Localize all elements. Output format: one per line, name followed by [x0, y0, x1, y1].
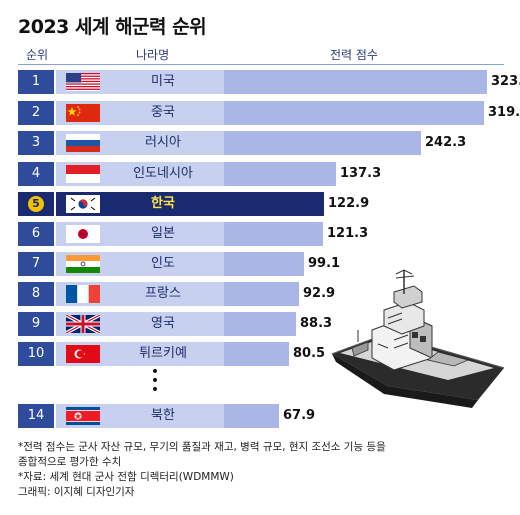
country-cell: 프랑스	[56, 282, 224, 306]
country-name: 러시아	[145, 135, 181, 150]
ranking-row: 4 인도네시아 137.3	[18, 162, 508, 186]
score-label: 121.3	[327, 226, 369, 241]
country-name: 인도	[151, 256, 175, 271]
country-cell: 중국	[56, 101, 224, 125]
rank-badge: 7	[18, 252, 54, 276]
score-label: 67.9	[283, 408, 316, 423]
country-name: 일본	[151, 226, 175, 241]
country-cell: 한국	[56, 192, 224, 216]
score-label: 92.9	[303, 286, 336, 301]
rank-badge: 6	[18, 222, 54, 246]
country-cell: 북한	[56, 404, 224, 428]
rank-number: 5	[28, 196, 44, 212]
score-bar	[224, 70, 487, 94]
score-label: 99.1	[308, 256, 341, 271]
china-flag-icon	[66, 104, 100, 122]
country-cell: 튀르키예	[56, 342, 224, 366]
country-cell: 러시아	[56, 131, 224, 155]
rank-badge: 1	[18, 70, 54, 94]
rank-badge: 10	[18, 342, 54, 366]
ranking-row: 2 중국 319.8	[18, 101, 520, 125]
score-bar	[224, 312, 296, 336]
rank-badge: 5	[18, 192, 54, 216]
footnote-credit: 그래픽: 이지혜 디자인기자	[18, 486, 135, 498]
uk-flag-icon	[66, 315, 100, 333]
ranking-row: 8 프랑스 92.9	[18, 282, 508, 306]
score-bar	[224, 282, 299, 306]
country-name: 북한	[151, 408, 175, 423]
north-korea-flag-icon	[66, 407, 100, 425]
country-name: 튀르키예	[139, 346, 187, 361]
score-bar	[224, 252, 304, 276]
score-label: 323.9	[491, 74, 520, 89]
ranking-row: 14 북한 67.9	[18, 404, 508, 428]
footnotes: *전력 점수는 군사 자산 규모, 무기의 품질과 재고, 병력 규모, 현지 …	[18, 440, 386, 500]
ranking-row: 6 일본 121.3	[18, 222, 508, 246]
score-label: 242.3	[425, 135, 467, 150]
country-name: 중국	[151, 105, 175, 120]
france-flag-icon	[66, 285, 100, 303]
ranking-row: 7 인도 99.1	[18, 252, 508, 276]
score-bar	[224, 162, 336, 186]
score-bar	[224, 342, 289, 366]
indonesia-flag-icon	[66, 165, 100, 183]
india-flag-icon	[66, 255, 100, 273]
header-rank: 순위	[26, 48, 49, 62]
country-cell: 미국	[56, 70, 224, 94]
header-country: 나라명	[136, 48, 170, 62]
country-cell: 인도네시아	[56, 162, 224, 186]
chart-title: 2023 세계 해군력 순위	[18, 16, 207, 38]
country-cell: 일본	[56, 222, 224, 246]
rank-badge: 9	[18, 312, 54, 336]
russia-flag-icon	[66, 134, 100, 152]
score-label: 88.3	[300, 316, 333, 331]
score-label: 122.9	[328, 196, 370, 211]
rank-badge: 4	[18, 162, 54, 186]
score-bar	[224, 404, 279, 428]
rank-badge: 8	[18, 282, 54, 306]
ranking-row: 9 영국 88.3	[18, 312, 508, 336]
rank-badge: 3	[18, 131, 54, 155]
ellipsis-dots: • • •	[150, 364, 160, 398]
score-label: 319.8	[488, 105, 520, 120]
score-bar	[224, 101, 484, 125]
us-flag-icon	[66, 73, 100, 91]
footnote-criteria: *전력 점수는 군사 자산 규모, 무기의 품질과 재고, 병력 규모, 현지 …	[18, 441, 386, 453]
ranking-row: 1 미국 323.9	[18, 70, 520, 94]
score-bar	[224, 222, 323, 246]
header-divider	[18, 64, 504, 65]
rank-badge: 14	[18, 404, 54, 428]
footnote-criteria-cont: 종합적으로 평가한 수치	[18, 456, 122, 468]
country-name: 한국	[151, 196, 175, 211]
country-name: 영국	[151, 316, 175, 331]
score-label: 80.5	[293, 346, 326, 361]
score-label: 137.3	[340, 166, 382, 181]
country-name: 미국	[151, 74, 175, 89]
turkey-flag-icon	[66, 345, 100, 363]
header-score: 전력 점수	[330, 48, 378, 62]
footnote-source: *자료: 세계 현대 군사 전함 디렉터리(WDMMW)	[18, 471, 234, 483]
country-name: 프랑스	[145, 286, 181, 301]
country-cell: 인도	[56, 252, 224, 276]
japan-flag-icon	[66, 225, 100, 243]
ranking-row: 5 한국 122.9	[18, 192, 508, 216]
ranking-row: 10 튀르키예 80.5	[18, 342, 508, 366]
ranking-row: 3 러시아 242.3	[18, 131, 508, 155]
country-cell: 영국	[56, 312, 224, 336]
rank-badge: 2	[18, 101, 54, 125]
score-bar	[224, 131, 421, 155]
korea-flag-icon	[66, 195, 100, 213]
ship-illustration	[331, 269, 505, 408]
country-name: 인도네시아	[133, 166, 193, 181]
score-bar	[224, 192, 324, 216]
